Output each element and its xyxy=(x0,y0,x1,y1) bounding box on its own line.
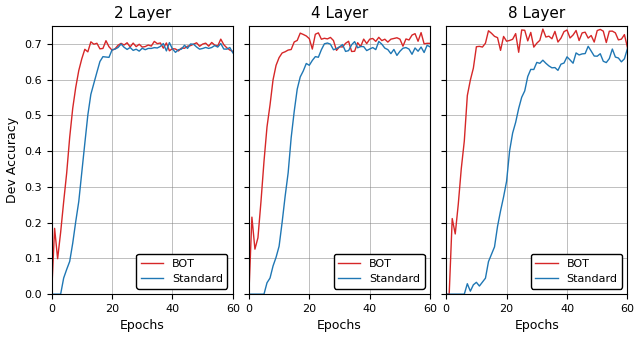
Standard xyxy=(245,292,253,296)
Y-axis label: Dev Accuracy: Dev Accuracy xyxy=(6,117,19,203)
BOT xyxy=(623,45,631,49)
BOT xyxy=(111,47,119,51)
BOT xyxy=(554,40,562,44)
BOT xyxy=(84,50,92,54)
BOT xyxy=(402,37,410,41)
Standard xyxy=(282,194,289,198)
Title: 8 Layer: 8 Layer xyxy=(508,5,565,21)
Standard xyxy=(166,41,173,45)
Standard xyxy=(506,149,513,153)
BOT xyxy=(426,41,434,45)
Standard xyxy=(342,49,349,53)
Title: 2 Layer: 2 Layer xyxy=(113,5,171,21)
Standard xyxy=(484,260,492,264)
Standard xyxy=(426,45,434,49)
BOT xyxy=(542,35,550,39)
Legend: BOT, Standard: BOT, Standard xyxy=(333,254,424,289)
Standard xyxy=(111,47,119,51)
Standard xyxy=(405,47,413,51)
X-axis label: Epochs: Epochs xyxy=(120,319,164,333)
BOT xyxy=(282,50,289,54)
Line: BOT: BOT xyxy=(446,29,627,294)
Line: Standard: Standard xyxy=(52,43,233,294)
Standard xyxy=(208,46,216,50)
X-axis label: Epochs: Epochs xyxy=(515,319,559,333)
BOT xyxy=(287,47,295,51)
BOT xyxy=(442,292,450,296)
Standard xyxy=(157,44,164,48)
BOT xyxy=(90,42,98,46)
Line: BOT: BOT xyxy=(249,33,430,294)
X-axis label: Epochs: Epochs xyxy=(317,319,362,333)
BOT xyxy=(354,41,362,45)
BOT xyxy=(229,49,237,53)
BOT xyxy=(217,37,225,41)
Standard xyxy=(84,113,92,117)
Standard xyxy=(375,40,383,44)
Standard xyxy=(442,292,450,296)
BOT xyxy=(245,292,253,296)
Standard xyxy=(90,81,98,85)
BOT xyxy=(48,292,56,296)
BOT xyxy=(308,47,316,51)
Standard xyxy=(145,46,152,50)
BOT xyxy=(145,43,152,47)
Standard xyxy=(48,292,56,296)
BOT xyxy=(157,41,164,45)
Line: Standard: Standard xyxy=(446,46,627,294)
Standard xyxy=(229,51,237,55)
BOT xyxy=(417,31,425,35)
BOT xyxy=(205,44,212,48)
BOT xyxy=(479,45,486,49)
Legend: BOT, Standard: BOT, Standard xyxy=(136,254,227,289)
Standard xyxy=(479,280,486,284)
Standard xyxy=(584,44,592,48)
Standard xyxy=(539,58,547,62)
BOT xyxy=(484,29,492,33)
BOT xyxy=(602,41,610,45)
Standard xyxy=(602,61,610,65)
Legend: BOT, Standard: BOT, Standard xyxy=(531,254,622,289)
BOT xyxy=(506,39,513,43)
Line: Standard: Standard xyxy=(249,42,430,294)
Title: 4 Layer: 4 Layer xyxy=(311,5,368,21)
Standard xyxy=(308,58,316,63)
Line: BOT: BOT xyxy=(52,39,233,294)
Standard xyxy=(287,136,295,140)
BOT xyxy=(342,41,349,45)
BOT xyxy=(539,27,547,31)
Standard xyxy=(551,66,559,70)
Standard xyxy=(354,46,362,50)
Standard xyxy=(623,47,631,51)
